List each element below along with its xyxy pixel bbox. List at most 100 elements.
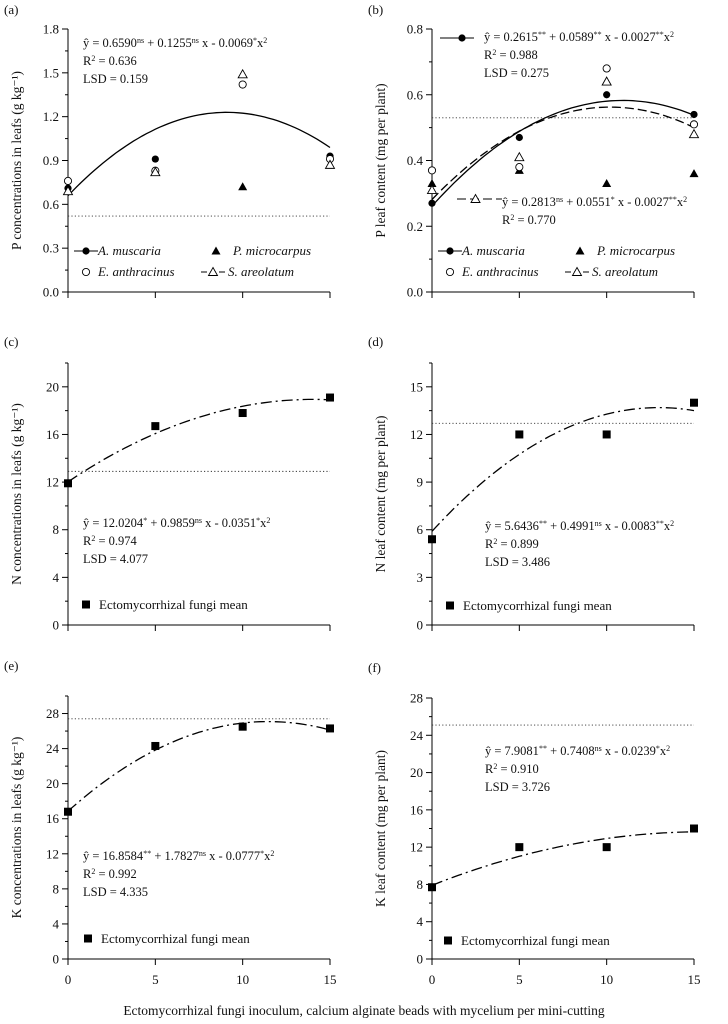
fit-equation-part: ŷ = 7.9081	[485, 744, 539, 758]
r-squared: R2 = 0.770	[502, 213, 556, 228]
data-point	[151, 422, 160, 431]
fit-equation-superscript: 2	[666, 744, 670, 753]
legend-item: A. muscaria	[438, 243, 525, 258]
y-tick-label: 0.0	[407, 285, 423, 300]
fit-equation-superscript: *	[256, 516, 260, 525]
fit-equation-superscript: ns	[137, 36, 144, 45]
fit-equation-superscript: 2	[270, 849, 274, 858]
y-tick-label: 0.2	[407, 219, 423, 234]
r-squared-part: = 0.899	[497, 537, 538, 551]
legend-label: E. anthracinus	[461, 264, 539, 279]
r-squared-part: R	[83, 867, 92, 881]
fit-equation-part: x	[664, 519, 671, 533]
legend-marker	[575, 246, 585, 255]
y-tick-label: 0	[417, 952, 424, 967]
y-tick-label: 9	[417, 475, 424, 490]
y-tick-label: 0.0	[43, 285, 59, 300]
y-tick-label: 0.8	[407, 22, 423, 37]
x-tick-label: 10	[600, 972, 613, 987]
fit-equation-superscript: 2	[670, 30, 674, 39]
data-point	[515, 430, 524, 439]
r-squared-part: = 0.636	[95, 54, 136, 68]
fit-equation-superscript: *	[656, 744, 660, 753]
r-squared: R2 = 0.988	[484, 48, 538, 63]
fit-equation-part: x	[660, 744, 667, 758]
panel-label: (f)	[368, 660, 381, 675]
legend-marker	[446, 247, 454, 255]
legend-item: A. muscaria	[74, 243, 161, 258]
data-point	[427, 179, 437, 188]
y-tick-label: 0.3	[43, 241, 59, 256]
y-axis-title: P leaf content (mg per plant)	[373, 83, 388, 237]
panel-c: (c) 0 4 8 12 16 20 N concentrations in leafs (g…	[4, 334, 334, 633]
data-point	[690, 398, 698, 407]
r-squared-superscript: 2	[493, 537, 497, 546]
data-point	[64, 479, 72, 488]
r-squared-part: R	[485, 762, 494, 776]
legend-item: Ectomycorrhizal fungi mean	[84, 931, 250, 946]
lsd-value: LSD = 0.159	[83, 72, 148, 86]
r-squared-superscript: 2	[492, 48, 496, 57]
fit-equation-superscript: 2	[266, 516, 270, 525]
y-tick-label: 1.2	[43, 109, 59, 124]
r-squared-part: = 0.992	[95, 867, 136, 881]
fit-equation-part: ŷ = 12.0204	[83, 516, 144, 530]
legend-item: Ectomycorrhizal fungi mean	[446, 598, 612, 613]
fit-equation: ŷ = 0.2813ns + 0.0551* x - 0.0027**x2	[502, 195, 687, 210]
legend-item: S. areolatum	[201, 264, 294, 279]
fit-curve	[67, 111, 331, 197]
y-tick-label: 24	[46, 741, 60, 756]
data-point	[62, 185, 74, 196]
y-tick-label: 1.8	[43, 22, 59, 37]
fit-equation-part: x - 0.0239	[602, 744, 656, 758]
fit-equation: ŷ = 16.8584** + 1.7827ns x - 0.0777*x2	[83, 849, 274, 864]
fit-equation-part: ŷ = 0.6590	[83, 36, 137, 50]
fit-equation-superscript: **	[539, 744, 547, 753]
data-point	[428, 535, 436, 544]
legend-marker	[446, 601, 454, 610]
legend-label: Ectomycorrhizal fungi mean	[99, 597, 248, 612]
y-tick-label: 28	[410, 691, 423, 706]
r-squared-part: = 0.910	[497, 762, 538, 776]
y-tick-label: 20	[46, 776, 59, 791]
fit-equation-part: ŷ = 0.2813	[502, 195, 556, 209]
data-point	[688, 128, 700, 139]
legend-marker	[84, 934, 92, 943]
panel-d: (d) 0 3 6 9 12 15 N leaf content (mg per plant)…	[368, 334, 698, 633]
fit-equation-part: x - 0.0777	[206, 849, 260, 863]
data-point	[690, 110, 698, 119]
x-tick-label: 10	[236, 972, 249, 987]
legend-label: E. anthracinus	[97, 264, 175, 279]
r-squared-superscript: 2	[91, 54, 95, 63]
legend-marker	[444, 936, 452, 945]
y-axis-title: K concentrations in leafs (g kg⁻¹)	[9, 737, 24, 919]
legend-label: Ectomycorrhizal fungi mean	[461, 933, 610, 948]
r-squared: R2 = 0.992	[83, 867, 137, 882]
r-squared-part: R	[83, 534, 92, 548]
fit-equation: ŷ = 0.6590ns + 0.1255ns x - 0.0069*x2	[83, 36, 267, 51]
data-point	[151, 741, 160, 750]
panel-label: (b)	[368, 2, 383, 17]
data-point	[689, 120, 699, 129]
fit-curve	[431, 831, 695, 886]
r-squared-superscript: 2	[91, 534, 95, 543]
fit-equation-part: + 0.0589	[546, 30, 594, 44]
fit-equation-superscript: 2	[263, 36, 267, 45]
r-squared-part: = 0.770	[514, 213, 555, 227]
fit-equation-superscript: **	[656, 519, 664, 528]
data-point	[64, 807, 72, 816]
equation-key-marker	[470, 193, 481, 203]
fit-equation-superscript: ns	[195, 516, 202, 525]
fit-equation: ŷ = 5.6436** + 0.4991ns x - 0.0083**x2	[485, 519, 674, 534]
data-point	[326, 724, 334, 733]
data-point	[602, 64, 611, 73]
y-tick-label: 0.6	[407, 87, 424, 102]
legend-item: Ectomycorrhizal fungi mean	[82, 597, 248, 612]
r-squared: R2 = 0.636	[83, 54, 137, 69]
fit-equation-superscript: **	[594, 30, 602, 39]
data-point	[238, 409, 247, 418]
x-axis-title: Ectomycorrhizal fungi inoculum, calcium …	[123, 1003, 605, 1018]
y-tick-label: 20	[410, 765, 423, 780]
y-axis-title: N concentrations in leafs (g kg⁻¹)	[9, 403, 24, 585]
fit-equation-superscript: *	[143, 516, 147, 525]
